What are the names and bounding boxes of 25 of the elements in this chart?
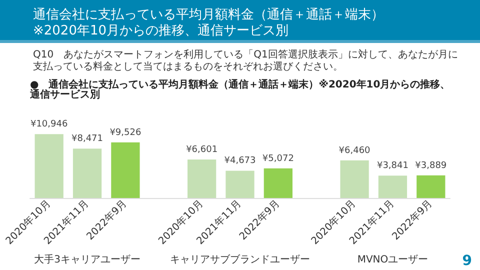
bar — [111, 142, 140, 198]
data-label: ¥4,673 — [224, 156, 256, 166]
data-label: ¥9,526 — [110, 128, 142, 138]
text: 9 — [462, 253, 472, 269]
chart-subtitle: Q10 あなたがスマートフォンを利用している「Q1回答選択肢表示」に対して、あなたが月に支払っている料金として当てはまるものをそれぞれお選びください。 — [33, 48, 458, 72]
data-label: ¥6,601 — [186, 144, 218, 155]
data-label: ¥8,471 — [72, 134, 104, 144]
bar — [226, 170, 254, 198]
data-label: ¥10,946 — [30, 120, 68, 130]
bar — [340, 160, 369, 198]
data-label: ¥6,460 — [338, 146, 371, 156]
bar — [188, 159, 216, 198]
text: MVNOユーザー — [357, 254, 428, 266]
text: キャリアサブブランドユーザー — [170, 254, 310, 266]
text: ● 通信会社に支払っている平均月額料金（通信＋通話＋端末）※2020年10月からの推移、通信サービス別 — [29, 78, 450, 100]
bar — [264, 168, 292, 198]
data-label: ¥3,841 — [376, 161, 408, 172]
data-label: ¥3,889 — [415, 160, 447, 171]
bar — [34, 134, 64, 198]
bar — [72, 148, 102, 198]
chart-title: 通信会社に支払っている平均月額料金（通信＋通話＋端末） ※2020年10月からの推移、通信サービス別 — [33, 8, 384, 38]
bar — [416, 175, 446, 198]
data-label: ¥5,072 — [262, 154, 294, 164]
bar — [378, 176, 408, 198]
text: 大手3キャリアユーザー — [34, 254, 140, 266]
